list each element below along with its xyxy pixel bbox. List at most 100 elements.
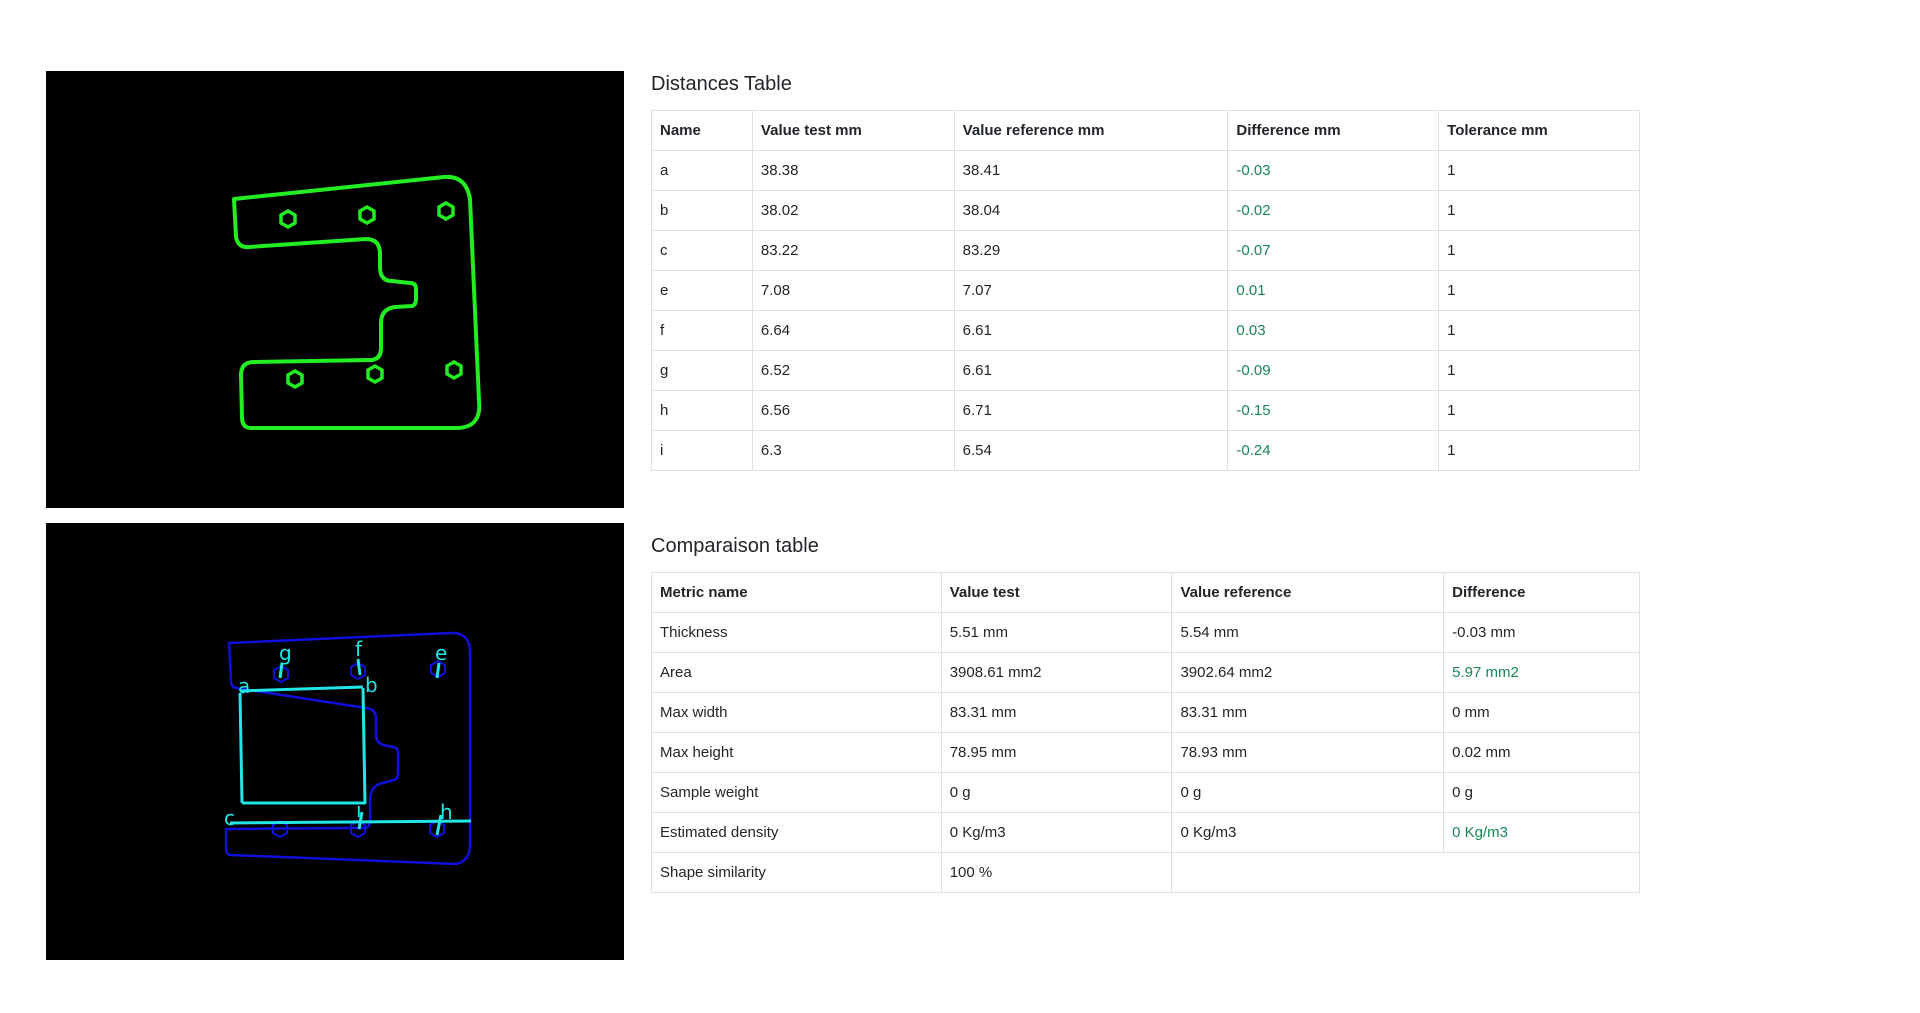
table-row: f 6.64 6.61 0.03 1 bbox=[651, 310, 1640, 351]
cell-test: 0 Kg/m3 bbox=[940, 812, 1173, 853]
comparison-table: Metric name Value test Value reference D… bbox=[651, 572, 1640, 893]
cell-ref: 38.04 bbox=[953, 190, 1229, 231]
distances-header-row: Name Value test mm Value reference mm Di… bbox=[651, 110, 1640, 151]
header-difference: Difference bbox=[1443, 572, 1640, 613]
cell-name: e bbox=[651, 270, 753, 311]
cell-name: c bbox=[651, 230, 753, 271]
test-contour-image bbox=[46, 71, 624, 508]
hole-hex-4 bbox=[286, 368, 304, 390]
cell-diff: -0.24 bbox=[1227, 430, 1440, 471]
hole-hex-ref-4 bbox=[272, 819, 288, 839]
header-difference: Difference mm bbox=[1227, 110, 1440, 151]
cell-test: 6.52 bbox=[751, 350, 955, 391]
distances-table: Name Value test mm Value reference mm Di… bbox=[651, 110, 1640, 471]
test-contour-drawing bbox=[232, 174, 482, 430]
hole-hex-1 bbox=[279, 208, 297, 230]
table-row: e 7.08 7.07 0.01 1 bbox=[651, 270, 1640, 311]
measure-line-top bbox=[239, 685, 364, 693]
cell-test: 5.51 mm bbox=[940, 612, 1173, 653]
table-row: h 6.56 6.71 -0.15 1 bbox=[651, 390, 1640, 431]
cell-ref: 83.29 bbox=[953, 230, 1229, 271]
header-value-test: Value test mm bbox=[751, 110, 955, 151]
cell-ref: 38.41 bbox=[953, 150, 1229, 191]
hole-hex-ref-1 bbox=[273, 664, 289, 684]
cell-name: b bbox=[651, 190, 753, 231]
cell-metric: Estimated density bbox=[651, 812, 942, 853]
header-value-reference: Value reference bbox=[1171, 572, 1445, 613]
cell-name: f bbox=[651, 310, 753, 351]
cell-name: h bbox=[651, 390, 753, 431]
measure-line-c bbox=[229, 819, 472, 825]
table-row: Sample weight 0 g 0 g 0 g bbox=[651, 772, 1640, 813]
header-value-test: Value test bbox=[940, 572, 1173, 613]
cell-diff: 5.97 mm2 bbox=[1443, 652, 1640, 693]
label-e: e bbox=[435, 641, 447, 665]
cell-metric: Thickness bbox=[651, 612, 942, 653]
hole-hex-ref-6 bbox=[429, 819, 445, 839]
label-f: f bbox=[355, 637, 363, 661]
comparison-header-row: Metric name Value test Value reference D… bbox=[651, 572, 1640, 613]
cell-diff: -0.02 bbox=[1227, 190, 1440, 231]
cell-diff: 0 Kg/m3 bbox=[1443, 812, 1640, 853]
cell-name: i bbox=[651, 430, 753, 471]
cell-tol: 1 bbox=[1438, 230, 1640, 271]
cell-test: 38.02 bbox=[751, 190, 955, 231]
cell-name: a bbox=[651, 150, 753, 191]
cell-test: 100 % bbox=[940, 852, 1173, 893]
table-row: Max height 78.95 mm 78.93 mm 0.02 mm bbox=[651, 732, 1640, 773]
cell-diff: 0.02 mm bbox=[1443, 732, 1640, 773]
hole-hex-6 bbox=[445, 359, 463, 381]
header-name: Name bbox=[651, 110, 753, 151]
cell-test: 7.08 bbox=[751, 270, 955, 311]
cell-tol: 1 bbox=[1438, 350, 1640, 391]
cell-tol: 1 bbox=[1438, 190, 1640, 231]
comparison-table-title: Comparaison table bbox=[651, 535, 819, 557]
cell-metric: Max width bbox=[651, 692, 942, 733]
label-h: h bbox=[440, 800, 453, 824]
cell-diff: 0 mm bbox=[1443, 692, 1640, 733]
cell-diff: 0.01 bbox=[1227, 270, 1440, 311]
header-metric-name: Metric name bbox=[651, 572, 942, 613]
measure-line-e bbox=[435, 662, 441, 679]
cell-ref: 6.61 bbox=[953, 310, 1229, 351]
cell-ref: 3902.64 mm2 bbox=[1171, 652, 1445, 693]
cell-tol: 1 bbox=[1438, 150, 1640, 191]
cell-name: g bbox=[651, 350, 753, 391]
cell-metric: Shape similarity bbox=[651, 852, 942, 893]
table-row: c 83.22 83.29 -0.07 1 bbox=[651, 230, 1640, 271]
measure-line-h bbox=[435, 814, 443, 836]
cell-tol: 1 bbox=[1438, 270, 1640, 311]
distances-section: Distances Table Name Value test mm Value… bbox=[651, 72, 1640, 471]
table-row: i 6.3 6.54 -0.24 1 bbox=[651, 430, 1640, 471]
table-row: Estimated density 0 Kg/m3 0 Kg/m3 0 Kg/m… bbox=[651, 812, 1640, 853]
cell-test: 78.95 mm bbox=[940, 732, 1173, 773]
cell-test: 6.64 bbox=[751, 310, 955, 351]
cell-empty bbox=[1171, 852, 1640, 893]
cell-diff: -0.03 bbox=[1227, 150, 1440, 191]
label-a: a bbox=[238, 674, 250, 698]
table-row: Shape similarity 100 % bbox=[651, 852, 1640, 893]
header-tolerance: Tolerance mm bbox=[1438, 110, 1640, 151]
cell-diff: 0.03 bbox=[1227, 310, 1440, 351]
header-value-reference: Value reference mm bbox=[953, 110, 1229, 151]
comparison-section: Comparaison table Metric name Value test… bbox=[651, 534, 1640, 893]
cell-ref: 6.61 bbox=[953, 350, 1229, 391]
cell-ref: 83.31 mm bbox=[1171, 692, 1445, 733]
table-row: Area 3908.61 mm2 3902.64 mm2 5.97 mm2 bbox=[651, 652, 1640, 693]
hole-hex-ref-5 bbox=[350, 819, 366, 839]
cell-test: 6.56 bbox=[751, 390, 955, 431]
hole-hex-5 bbox=[366, 363, 384, 385]
cell-ref: 7.07 bbox=[953, 270, 1229, 311]
measure-line-g bbox=[278, 662, 284, 679]
cell-diff: -0.09 bbox=[1227, 350, 1440, 391]
cell-metric: Area bbox=[651, 652, 942, 693]
cell-diff: -0.15 bbox=[1227, 390, 1440, 431]
label-g: g bbox=[279, 641, 292, 665]
cell-tol: 1 bbox=[1438, 390, 1640, 431]
reference-measurement-image: a b c e f g h i bbox=[46, 523, 624, 960]
part-outline-green bbox=[232, 174, 482, 430]
cell-diff: -0.07 bbox=[1227, 230, 1440, 271]
cell-tol: 1 bbox=[1438, 310, 1640, 351]
cell-test: 38.38 bbox=[751, 150, 955, 191]
table-row: Thickness 5.51 mm 5.54 mm -0.03 mm bbox=[651, 612, 1640, 653]
